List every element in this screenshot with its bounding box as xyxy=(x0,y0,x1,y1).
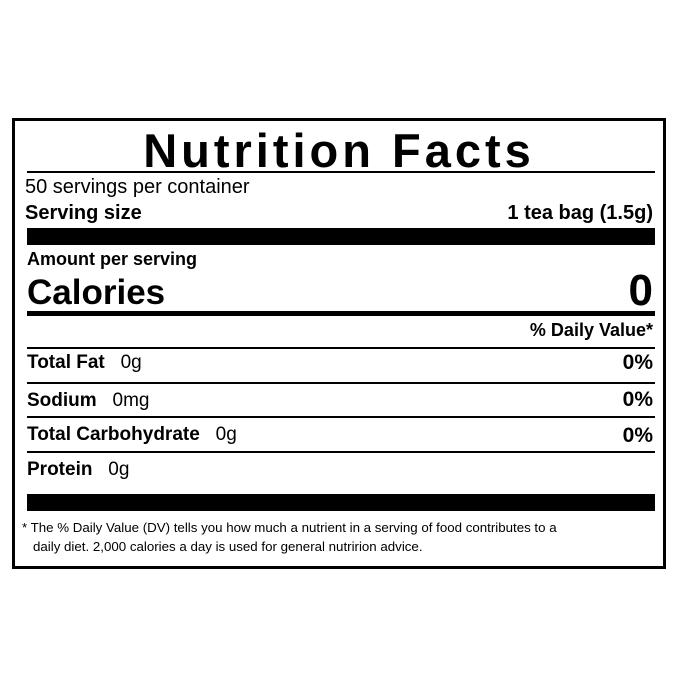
calories-value: 0 xyxy=(628,266,653,315)
nutrient-amount: 0g xyxy=(215,424,237,445)
nutrition-label: Nutrition Facts 50 servings per containe… xyxy=(12,118,666,569)
title: Nutrition Facts xyxy=(143,124,535,177)
serving-size-label: Serving size xyxy=(25,202,142,224)
footnote-line: daily diet. 2,000 calories a day is used… xyxy=(33,539,423,554)
thick-rule xyxy=(27,494,655,511)
nutrient-name: Protein xyxy=(27,459,93,480)
nutrient-dv: 0% xyxy=(622,388,653,411)
nutrient-dv: 0% xyxy=(622,351,653,374)
thick-rule xyxy=(27,228,655,245)
daily-value-header: % Daily Value* xyxy=(529,320,653,340)
nutrient-row: Sodium 0mg xyxy=(27,390,149,412)
calories-label: Calories xyxy=(27,273,166,312)
nutrient-dv: 0% xyxy=(622,424,653,447)
nutrient-row: Total Fat 0g xyxy=(27,352,142,374)
nutrient-name: Total Carbohydrate xyxy=(27,424,200,445)
rule xyxy=(27,416,655,418)
nutrient-amount: 0g xyxy=(108,459,130,480)
nutrient-name: Total Fat xyxy=(27,352,105,373)
rule xyxy=(27,311,655,316)
rule xyxy=(27,382,655,384)
nutrient-row: Protein 0g xyxy=(27,459,129,481)
footnote-line: * The % Daily Value (DV) tells you how m… xyxy=(22,520,557,535)
nutrient-row: Total Carbohydrate 0g xyxy=(27,424,237,446)
rule xyxy=(27,171,655,173)
serving-size-value: 1 tea bag (1.5g) xyxy=(507,202,653,224)
nutrient-amount: 0g xyxy=(120,352,142,373)
rule xyxy=(27,347,655,349)
rule xyxy=(27,451,655,453)
servings: 50 servings per container xyxy=(25,176,250,198)
nutrient-amount: 0mg xyxy=(112,390,150,411)
amount-per-serving: Amount per serving xyxy=(27,249,198,269)
nutrient-name: Sodium xyxy=(27,390,97,411)
